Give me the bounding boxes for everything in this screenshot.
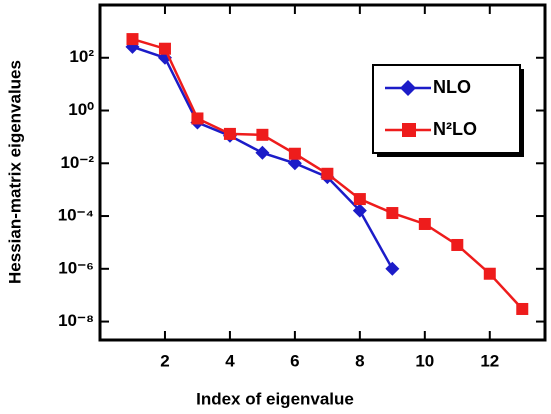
marker	[191, 112, 204, 125]
marker	[386, 207, 399, 220]
x-tick-label: 6	[290, 351, 299, 370]
y-tick-label: 10⁻⁸	[58, 311, 94, 330]
marker	[126, 33, 139, 46]
y-tick-label: 10⁻⁴	[58, 206, 94, 225]
y-tick-label: 10⁻²	[60, 153, 94, 172]
x-tick-label: 4	[225, 351, 235, 370]
legend-marker	[402, 123, 416, 137]
x-axis-label: Index of eigenvalue	[196, 389, 354, 408]
marker	[255, 145, 270, 160]
marker	[483, 267, 496, 280]
marker	[321, 167, 334, 180]
legend-box	[372, 64, 521, 154]
marker	[223, 127, 236, 140]
marker	[287, 156, 302, 171]
x-tick-label: 12	[480, 351, 499, 370]
marker	[158, 42, 171, 55]
x-tick-label: 2	[160, 351, 169, 370]
legend-label: N²LO	[433, 119, 477, 139]
plot-frame	[98, 3, 547, 342]
marker	[288, 147, 301, 160]
marker	[256, 128, 269, 141]
marker	[352, 203, 367, 218]
y-tick-label: 10⁻⁶	[58, 258, 94, 277]
legend-label: NLO	[433, 77, 471, 97]
y-tick-label: 10²	[69, 47, 94, 66]
marker	[418, 217, 431, 230]
y-axis-label: Hessian-matrix eigenvalues	[5, 60, 24, 284]
x-tick-label: 8	[355, 351, 364, 370]
marker	[516, 302, 529, 315]
marker	[451, 238, 464, 251]
y-tick-label: 10⁰	[68, 100, 94, 119]
x-tick-label: 10	[415, 351, 434, 370]
marker	[385, 261, 400, 276]
marker	[353, 193, 366, 206]
legend-marker	[400, 80, 416, 96]
